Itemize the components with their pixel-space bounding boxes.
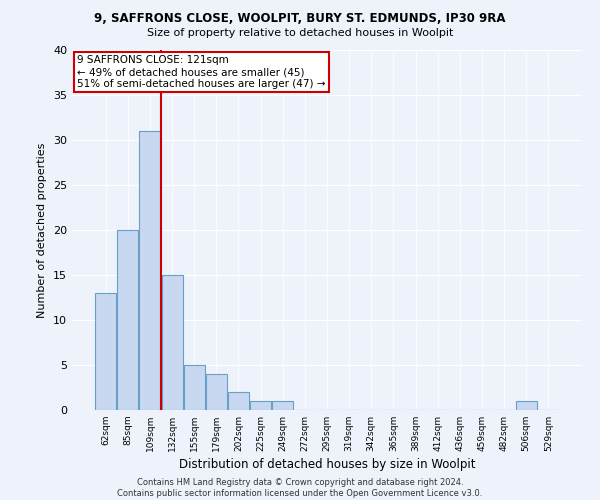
- Y-axis label: Number of detached properties: Number of detached properties: [37, 142, 47, 318]
- Bar: [118, 230, 139, 410]
- X-axis label: Distribution of detached houses by size in Woolpit: Distribution of detached houses by size …: [179, 458, 475, 471]
- Bar: [206, 374, 227, 410]
- Text: Size of property relative to detached houses in Woolpit: Size of property relative to detached ho…: [147, 28, 453, 38]
- Text: 9, SAFFRONS CLOSE, WOOLPIT, BURY ST. EDMUNDS, IP30 9RA: 9, SAFFRONS CLOSE, WOOLPIT, BURY ST. EDM…: [94, 12, 506, 26]
- Bar: [228, 392, 249, 410]
- Bar: [161, 275, 182, 410]
- Bar: [139, 131, 160, 410]
- Bar: [184, 365, 205, 410]
- Text: Contains HM Land Registry data © Crown copyright and database right 2024.
Contai: Contains HM Land Registry data © Crown c…: [118, 478, 482, 498]
- Bar: [250, 401, 271, 410]
- Text: 9 SAFFRONS CLOSE: 121sqm
← 49% of detached houses are smaller (45)
51% of semi-d: 9 SAFFRONS CLOSE: 121sqm ← 49% of detach…: [77, 56, 326, 88]
- Bar: [272, 401, 293, 410]
- Bar: [95, 293, 116, 410]
- Bar: [515, 401, 536, 410]
